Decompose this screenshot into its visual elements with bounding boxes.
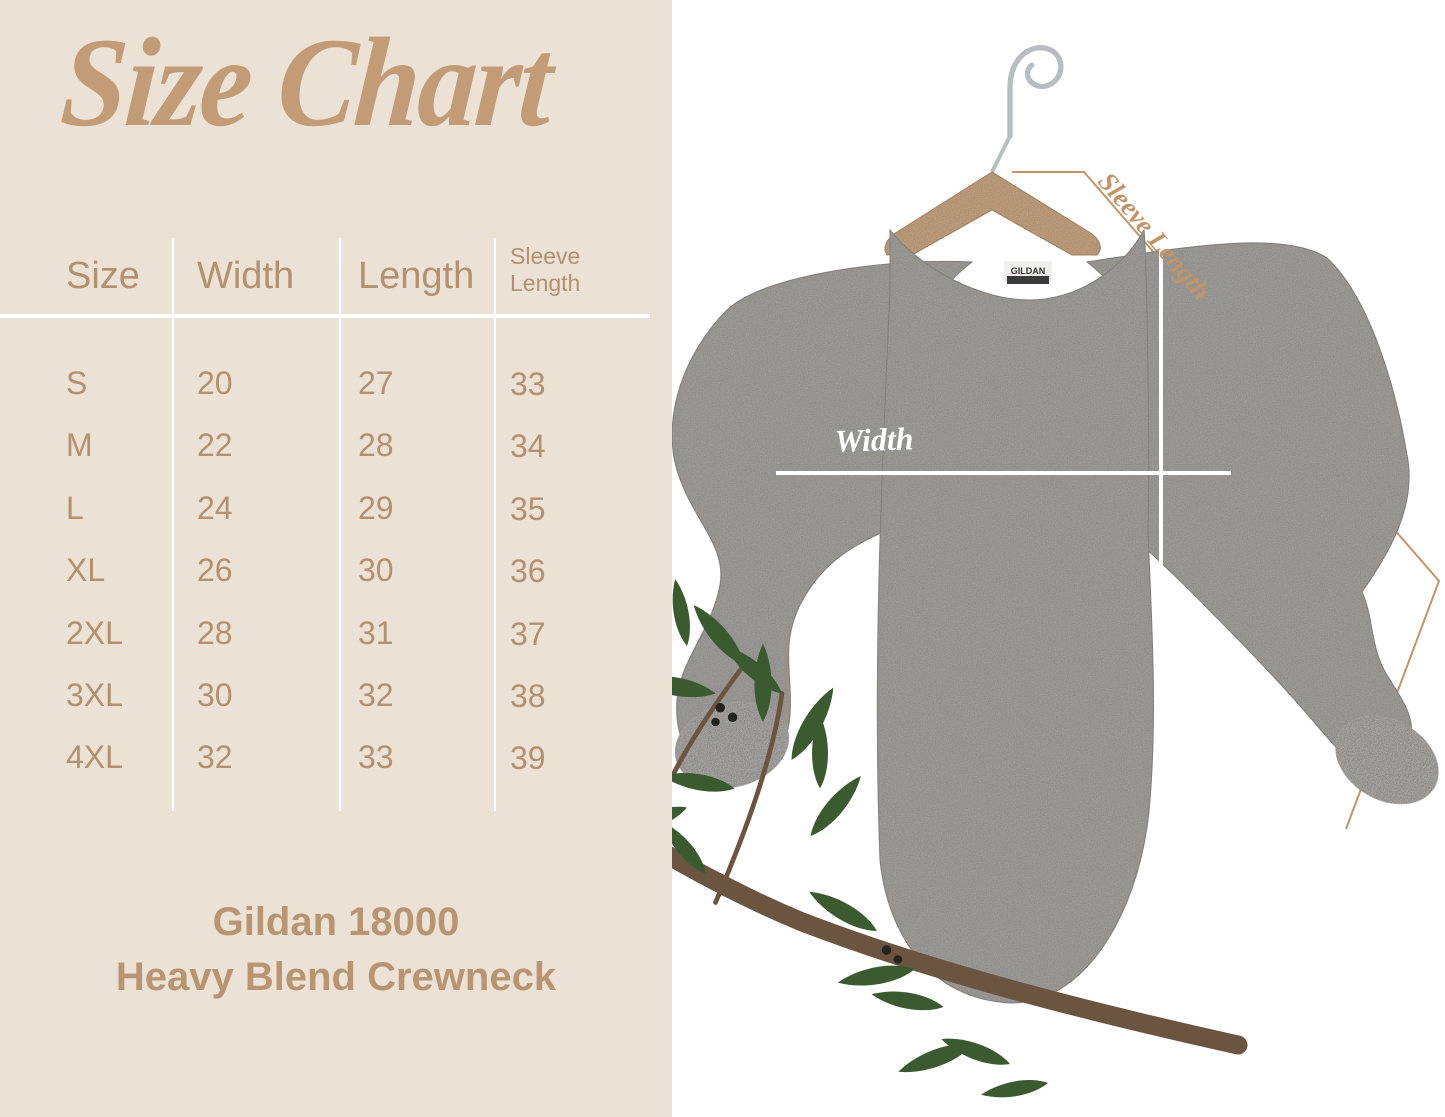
- svg-text:Length: Length: [1151, 742, 1184, 831]
- svg-text:Width: Width: [834, 420, 914, 459]
- svg-text:GILDAN: GILDAN: [1011, 266, 1046, 276]
